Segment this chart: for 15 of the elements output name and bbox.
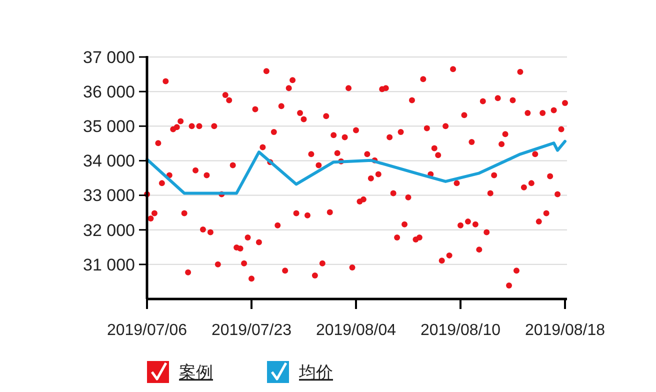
line-series (146, 140, 566, 195)
x-tick-label: 2019/07/06 (106, 322, 188, 339)
legend-label: 均价 (298, 362, 333, 382)
x-tick-label: 2019/08/04 (316, 322, 396, 339)
x-tick-label: 2019/08/10 (420, 322, 501, 339)
y-tick-label: 37 000 (83, 48, 135, 67)
x-tick-label: 2019/07/23 (211, 322, 292, 339)
x-tick-label: 2019/08/18 (524, 322, 606, 339)
y-tick-label: 34 000 (83, 152, 135, 171)
y-tick-label: 35 000 (83, 117, 135, 136)
legend-label: 案例 (179, 362, 213, 382)
y-tick-label: 31 000 (83, 255, 135, 274)
y-tick-label: 33 000 (83, 186, 135, 206)
y-tick-label: 36 000 (83, 82, 135, 102)
y-tick-label: 32 000 (83, 220, 135, 240)
